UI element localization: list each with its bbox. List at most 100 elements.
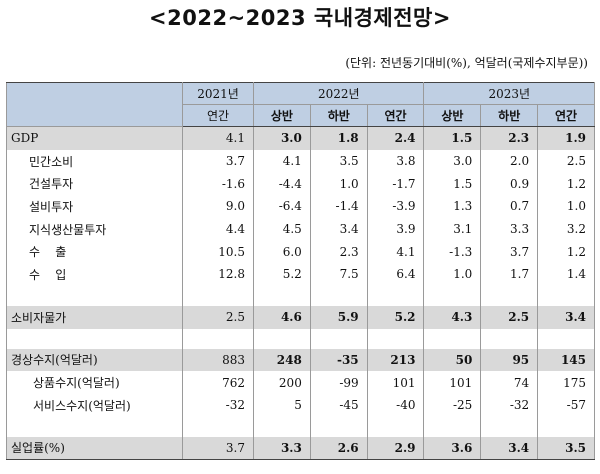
cell: 3.7 <box>182 436 254 461</box>
table-row-facility-investment: 설비투자 9.0 -6.4 -1.4 -3.9 1.3 0.7 1.0 <box>6 195 595 218</box>
spacer-row <box>6 328 595 349</box>
cell: -1.6 <box>182 172 254 196</box>
cell: 2.5 <box>182 305 254 329</box>
cell: 1.5 <box>423 172 482 196</box>
table-row-construction-investment: 건설투자 -1.6 -4.4 1.0 -1.7 1.5 0.9 1.2 <box>6 172 595 196</box>
header-2023-h2: 하반 <box>480 104 539 127</box>
cell: -99 <box>309 371 368 394</box>
table-row-cpi: 소비자물가 2.5 4.6 5.9 5.2 4.3 2.5 3.4 <box>6 305 595 329</box>
row-label: 설비투자 <box>6 195 183 218</box>
header-row-periods: 연간 상반 하반 연간 상반 하반 연간 <box>7 104 595 127</box>
table-row-gdp: GDP 4.1 3.0 1.8 2.4 1.5 2.3 1.9 <box>6 126 595 150</box>
cell: 1.0 <box>537 195 595 218</box>
cell: 1.2 <box>537 172 595 196</box>
table-row-imports: 수 입 12.8 5.2 7.5 6.4 1.0 1.7 1.4 <box>6 263 595 286</box>
cell: -45 <box>309 393 368 417</box>
cell: 200 <box>253 371 311 394</box>
cell: 4.1 <box>182 126 254 150</box>
cell: 248 <box>253 348 311 372</box>
row-label: 서비스수지(억달러) <box>6 393 183 417</box>
cell: 2.6 <box>309 436 368 461</box>
cell: 213 <box>366 348 425 372</box>
cell: 2.5 <box>480 305 539 329</box>
cell: 762 <box>182 371 254 394</box>
cell: 10.5 <box>182 240 254 264</box>
cell: 5.9 <box>309 305 368 329</box>
row-label: 수 출 <box>6 240 183 264</box>
cell: -40 <box>366 393 425 417</box>
cell: 7.5 <box>309 263 368 286</box>
cell: -32 <box>182 393 254 417</box>
cell: 1.9 <box>537 126 595 150</box>
cell: 50 <box>423 348 482 372</box>
cell: 1.4 <box>537 263 595 286</box>
cell: 3.9 <box>366 217 425 241</box>
table-row-ip-investment: 지식생산물투자 4.4 4.5 3.4 3.9 3.1 3.3 3.2 <box>6 217 595 241</box>
cell: 1.3 <box>423 195 482 218</box>
cell: 2.0 <box>480 149 539 173</box>
table-row-services-balance: 서비스수지(억달러) -32 5 -45 -40 -25 -32 -57 <box>6 393 595 417</box>
cell: 2.3 <box>309 240 368 264</box>
cell: 3.3 <box>480 217 539 241</box>
header-2022: 2022년 <box>252 82 425 105</box>
cell: 3.5 <box>537 436 595 461</box>
header-2022-h2: 하반 <box>309 104 368 127</box>
cell: 4.1 <box>366 240 425 264</box>
page-title: <2022~2023 국내경제전망> <box>149 6 451 30</box>
cell: 0.7 <box>480 195 539 218</box>
header-2021: 2021년 <box>182 82 254 105</box>
cell: 95 <box>480 348 539 372</box>
cell: 3.7 <box>480 240 539 264</box>
cell: 3.4 <box>480 436 539 461</box>
header-corner-cell <box>6 82 183 127</box>
cell: 1.0 <box>423 263 482 286</box>
cell: 101 <box>366 371 425 394</box>
cell: 2.4 <box>366 126 425 150</box>
table-row-goods-balance: 상품수지(억달러) 762 200 -99 101 101 74 175 <box>6 371 595 394</box>
row-label: 수 입 <box>6 263 183 286</box>
cell: 0.9 <box>480 172 539 196</box>
cell: 3.0 <box>423 149 482 173</box>
cell: -1.7 <box>366 172 425 196</box>
header-2021-annual: 연간 <box>182 104 254 127</box>
cell: 2.3 <box>480 126 539 150</box>
cell: 5.2 <box>253 263 311 286</box>
cell: -1.3 <box>423 240 482 264</box>
row-label: 건설투자 <box>6 172 183 196</box>
table-row-exports: 수 출 10.5 6.0 2.3 4.1 -1.3 3.7 1.2 <box>6 240 595 264</box>
cell: 4.3 <box>423 305 482 329</box>
cell: -6.4 <box>253 195 311 218</box>
header-2023: 2023년 <box>423 82 595 105</box>
table-row-private-consumption: 민간소비 3.7 4.1 3.5 3.8 3.0 2.0 2.5 <box>6 149 595 173</box>
cell: 145 <box>537 348 595 372</box>
cell: 4.6 <box>253 305 311 329</box>
cell: 3.4 <box>309 217 368 241</box>
cell: 1.2 <box>537 240 595 264</box>
table-row-unemployment: 실업률(%) 3.7 3.3 2.6 2.9 3.6 3.4 3.5 <box>6 436 595 461</box>
cell: -25 <box>423 393 482 417</box>
cell: 9.0 <box>182 195 254 218</box>
cell: 1.7 <box>480 263 539 286</box>
cell: 3.6 <box>423 436 482 461</box>
cell: 5.2 <box>366 305 425 329</box>
cell: 4.4 <box>182 217 254 241</box>
header-2023-h1: 상반 <box>423 104 482 127</box>
cell: 2.5 <box>537 149 595 173</box>
row-label: 지식생산물투자 <box>6 217 183 241</box>
header-2022-h1: 상반 <box>253 104 311 127</box>
economic-outlook-table: 2021년 2022년 2023년 연간 상반 하반 연간 상반 하반 연간 G… <box>6 82 595 461</box>
row-label: 상품수지(억달러) <box>6 371 183 394</box>
row-label: 경상수지(억달러) <box>6 348 183 372</box>
cell: 3.5 <box>309 149 368 173</box>
header-2022-annual: 연간 <box>366 104 425 127</box>
cell: -4.4 <box>253 172 311 196</box>
header-2023-annual: 연간 <box>537 104 595 127</box>
cell: 3.3 <box>253 436 311 461</box>
cell: 883 <box>182 348 254 372</box>
cell: 3.7 <box>182 149 254 173</box>
cell: -57 <box>537 393 595 417</box>
cell: 12.8 <box>182 263 254 286</box>
cell: 4.1 <box>253 149 311 173</box>
cell: 2.9 <box>366 436 425 461</box>
cell: 175 <box>537 371 595 394</box>
